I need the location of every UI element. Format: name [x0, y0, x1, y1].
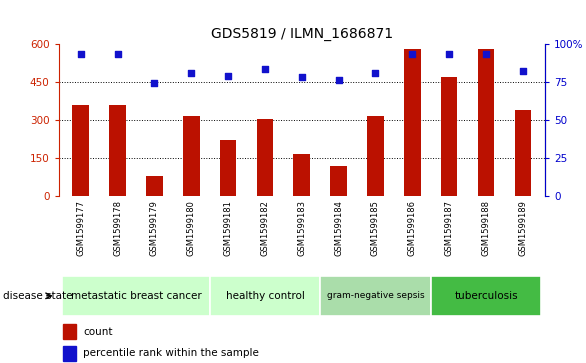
Bar [220, 140, 236, 196]
Text: healthy control: healthy control [226, 291, 304, 301]
Point [76, 51, 86, 57]
Text: GSM1599178: GSM1599178 [113, 200, 122, 256]
Bar [210, 276, 320, 316]
Bar [63, 346, 76, 361]
Text: GSM1599180: GSM1599180 [187, 200, 196, 256]
Point [186, 70, 196, 76]
Text: GSM1599186: GSM1599186 [408, 200, 417, 256]
Title: GDS5819 / ILMN_1686871: GDS5819 / ILMN_1686871 [211, 27, 393, 41]
Text: GSM1599181: GSM1599181 [224, 200, 233, 256]
Text: GSM1599187: GSM1599187 [445, 200, 454, 256]
Text: GSM1599184: GSM1599184 [334, 200, 343, 256]
Point [445, 51, 454, 57]
Text: GSM1599182: GSM1599182 [260, 200, 270, 256]
Bar [62, 276, 210, 316]
Text: GSM1599179: GSM1599179 [150, 200, 159, 256]
Text: GSM1599189: GSM1599189 [519, 200, 527, 256]
Text: GSM1599185: GSM1599185 [371, 200, 380, 256]
Bar [73, 105, 89, 196]
Point [334, 77, 343, 83]
Point [371, 70, 380, 76]
Point [113, 51, 122, 57]
Text: GSM1599188: GSM1599188 [482, 200, 490, 256]
Bar [431, 276, 541, 316]
Text: percentile rank within the sample: percentile rank within the sample [83, 348, 259, 358]
Text: count: count [83, 327, 113, 337]
Bar [367, 116, 384, 196]
Text: GSM1599183: GSM1599183 [297, 200, 306, 256]
Text: metastatic breast cancer: metastatic breast cancer [70, 291, 202, 301]
Bar [146, 176, 163, 196]
Bar [441, 77, 458, 196]
Bar [478, 49, 495, 196]
Text: GSM1599177: GSM1599177 [76, 200, 85, 256]
Point [481, 51, 490, 57]
Bar [404, 49, 421, 196]
Text: tuberculosis: tuberculosis [454, 291, 518, 301]
Point [518, 68, 527, 74]
Point [223, 73, 233, 78]
Text: disease state: disease state [3, 291, 73, 301]
Bar [109, 105, 126, 196]
Bar [320, 276, 431, 316]
Point [297, 74, 306, 80]
Point [149, 80, 159, 86]
Bar [257, 118, 273, 196]
Point [408, 51, 417, 57]
Bar [294, 154, 310, 196]
Point [260, 66, 270, 72]
Bar [183, 116, 200, 196]
Text: gram-negative sepsis: gram-negative sepsis [326, 291, 424, 300]
Bar [515, 110, 531, 196]
Bar [63, 324, 76, 339]
Bar [331, 166, 347, 196]
